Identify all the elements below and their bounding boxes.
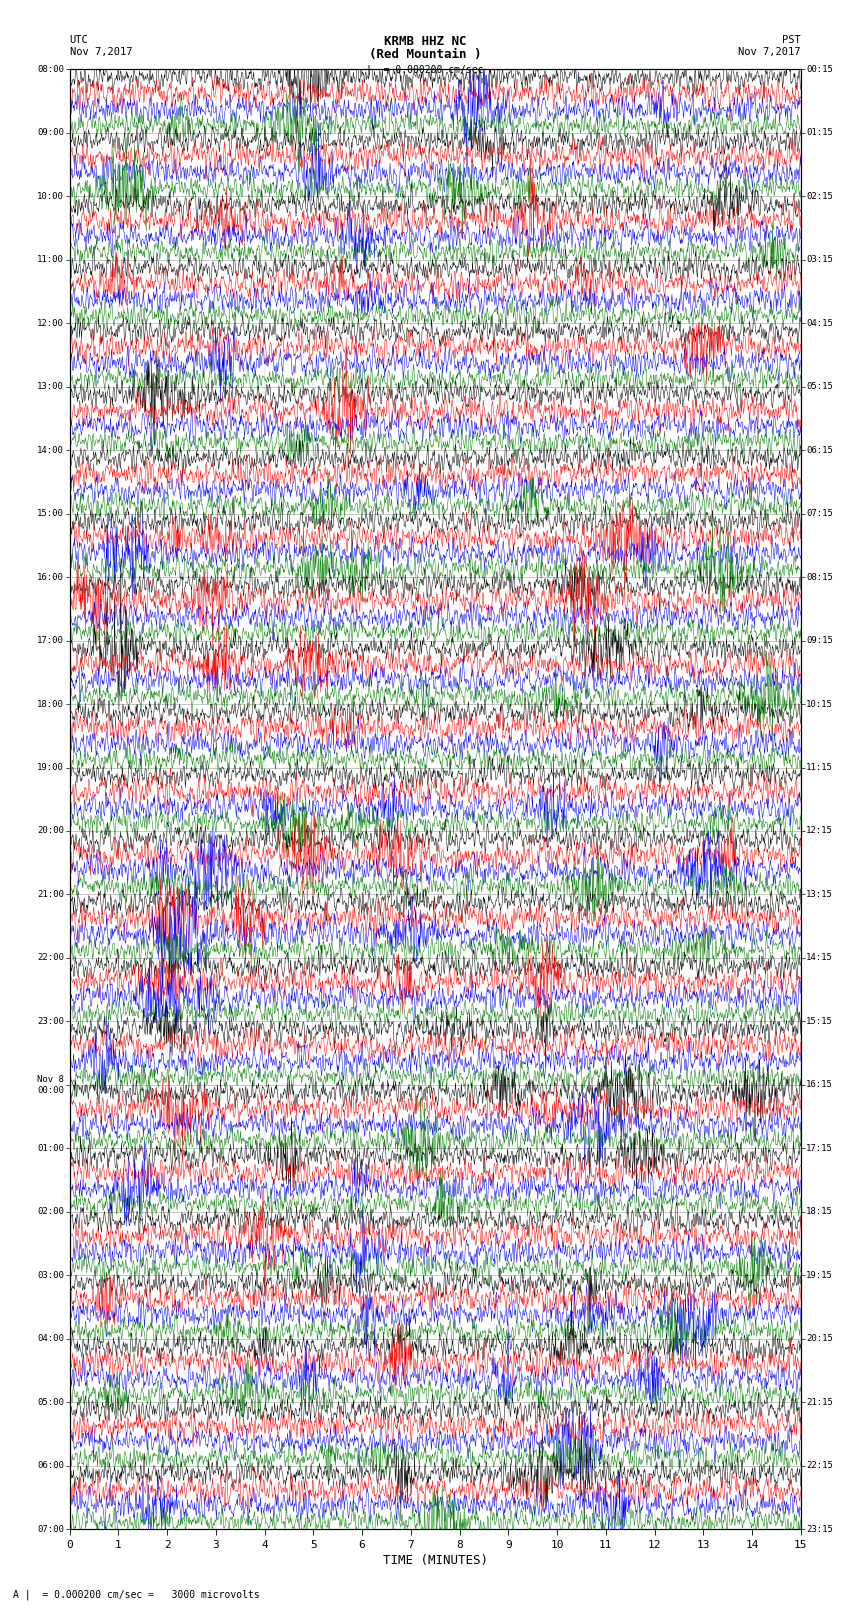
Text: Nov 7,2017: Nov 7,2017 (738, 47, 801, 56)
Text: KRMB HHZ NC: KRMB HHZ NC (383, 35, 467, 48)
Text: |  = 0.000200 cm/sec: | = 0.000200 cm/sec (366, 65, 484, 76)
Text: UTC: UTC (70, 35, 88, 45)
X-axis label: TIME (MINUTES): TIME (MINUTES) (382, 1553, 488, 1566)
Text: (Red Mountain ): (Red Mountain ) (369, 48, 481, 61)
Text: Nov 7,2017: Nov 7,2017 (70, 47, 133, 56)
Text: A |  = 0.000200 cm/sec =   3000 microvolts: A | = 0.000200 cm/sec = 3000 microvolts (13, 1589, 259, 1600)
Text: PST: PST (782, 35, 801, 45)
